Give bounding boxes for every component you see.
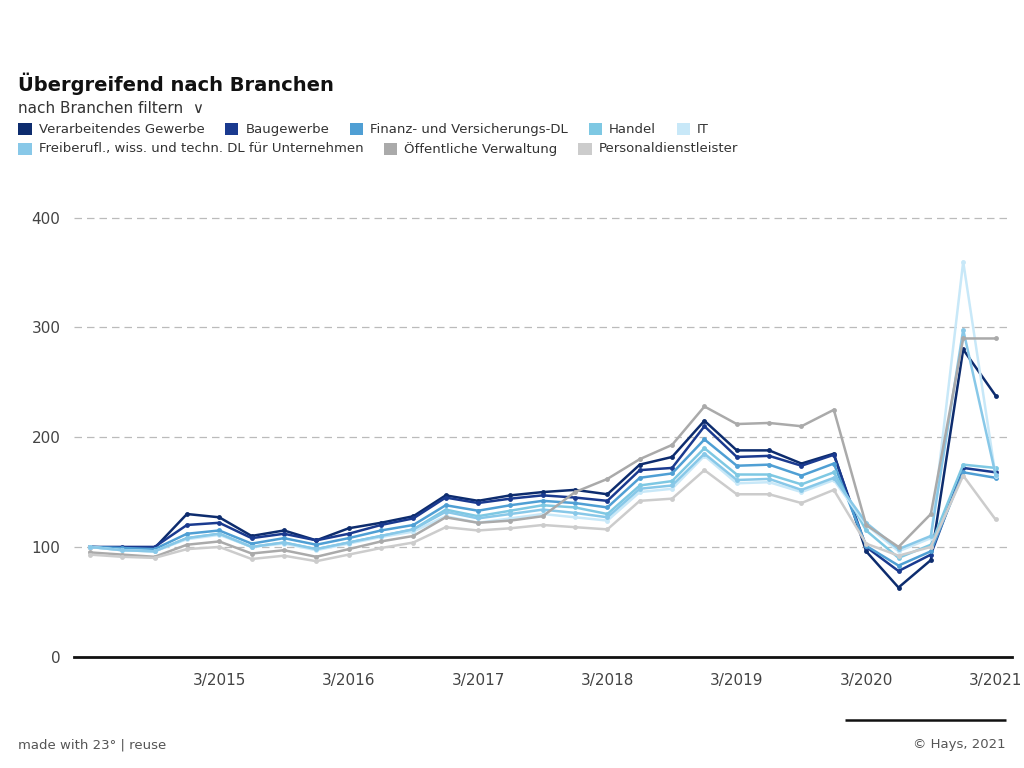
Text: HAYS-FACHKRÄFTE-INDEX DEUTSCHLAND: HAYS-FACHKRÄFTE-INDEX DEUTSCHLAND [18,19,568,44]
Text: Freiberufl., wiss. und techn. DL für Unternehmen: Freiberufl., wiss. und techn. DL für Unt… [39,143,364,155]
Text: IT: IT [697,123,709,135]
Text: Verarbeitendes Gewerbe: Verarbeitendes Gewerbe [39,123,205,135]
Text: Öffentliche Verwaltung: Öffentliche Verwaltung [404,142,558,156]
Text: Baugewerbe: Baugewerbe [246,123,330,135]
Text: © Hays, 2021: © Hays, 2021 [913,738,1006,751]
Text: Personaldienstleister: Personaldienstleister [599,143,738,155]
Text: made with 23° | reuse: made with 23° | reuse [18,738,167,751]
Text: Handel: Handel [609,123,656,135]
Text: Finanz- und Versicherungs-DL: Finanz- und Versicherungs-DL [371,123,568,135]
Text: nach Branchen filtern  ∨: nach Branchen filtern ∨ [18,101,205,117]
Text: Übergreifend nach Branchen: Übergreifend nach Branchen [18,72,334,94]
